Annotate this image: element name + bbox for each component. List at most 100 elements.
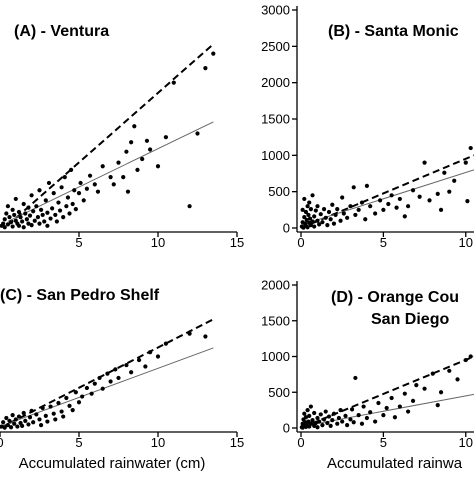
data-point bbox=[452, 178, 457, 183]
data-point bbox=[111, 182, 116, 187]
data-point bbox=[300, 207, 305, 212]
data-point bbox=[340, 195, 345, 200]
data-point bbox=[29, 193, 34, 198]
data-point bbox=[463, 357, 468, 363]
data-point bbox=[105, 371, 110, 376]
data-point bbox=[51, 191, 56, 196]
data-point bbox=[313, 208, 318, 213]
data-point bbox=[31, 209, 36, 214]
data-point bbox=[323, 409, 328, 414]
data-point bbox=[320, 220, 325, 225]
data-point bbox=[394, 205, 399, 210]
data-point bbox=[56, 400, 61, 406]
data-point bbox=[29, 408, 34, 413]
data-point bbox=[148, 147, 153, 152]
data-point bbox=[195, 131, 200, 136]
data-point bbox=[328, 217, 333, 222]
x-tick-label: 15 bbox=[230, 435, 244, 450]
data-point bbox=[203, 334, 208, 339]
y-tick-label: 500 bbox=[268, 184, 290, 199]
data-point bbox=[61, 414, 66, 419]
x-tick-label: 10 bbox=[151, 235, 165, 250]
data-point bbox=[116, 160, 121, 165]
data-point bbox=[405, 409, 411, 414]
data-point bbox=[335, 421, 340, 426]
panel-title: (C) - San Pedro Shelf bbox=[0, 287, 160, 304]
data-point bbox=[26, 422, 31, 427]
data-point bbox=[384, 405, 389, 411]
data-point bbox=[321, 207, 327, 212]
x-tick-label: 5 bbox=[75, 235, 82, 250]
dashed-trend-line bbox=[0, 318, 214, 429]
data-point bbox=[463, 160, 468, 165]
data-point bbox=[163, 135, 168, 140]
data-point bbox=[303, 415, 309, 420]
data-point bbox=[140, 156, 145, 162]
data-point bbox=[368, 204, 373, 209]
data-point bbox=[51, 411, 56, 416]
data-point bbox=[132, 124, 137, 129]
panel-b: 0 5 10 0 500 1000 1500 2000 2500 3000 (B) - Santa … bbox=[261, 3, 474, 250]
data-point bbox=[32, 218, 37, 223]
data-point bbox=[13, 417, 18, 422]
data-point bbox=[310, 193, 315, 198]
data-point bbox=[430, 371, 435, 376]
data-point bbox=[397, 404, 402, 409]
y-tick-label: 1000 bbox=[261, 349, 290, 364]
data-point bbox=[308, 222, 313, 228]
data-point bbox=[34, 412, 39, 417]
data-point bbox=[70, 201, 75, 207]
data-point bbox=[373, 419, 378, 424]
dashed-trend-line bbox=[300, 355, 474, 429]
data-point bbox=[1, 420, 6, 425]
data-point bbox=[65, 195, 71, 200]
data-point bbox=[27, 213, 33, 218]
dashed-trend-line bbox=[300, 154, 474, 229]
data-point bbox=[18, 215, 23, 220]
data-point bbox=[325, 420, 330, 426]
data-point bbox=[37, 417, 42, 422]
data-point bbox=[15, 424, 20, 429]
data-point bbox=[364, 415, 370, 421]
data-point bbox=[89, 391, 94, 396]
data-point bbox=[320, 423, 325, 428]
data-point bbox=[87, 173, 93, 178]
data-point bbox=[129, 370, 134, 375]
data-point bbox=[7, 418, 12, 423]
data-point bbox=[417, 194, 422, 199]
data-point bbox=[389, 395, 394, 401]
data-point bbox=[113, 367, 118, 372]
data-point bbox=[359, 200, 365, 205]
data-point bbox=[465, 199, 470, 204]
data-point bbox=[308, 421, 313, 426]
data-point bbox=[5, 222, 10, 227]
data-point bbox=[389, 193, 394, 198]
data-point bbox=[43, 413, 48, 418]
data-point bbox=[12, 421, 17, 426]
data-point bbox=[203, 66, 208, 71]
data-point bbox=[61, 215, 66, 220]
data-point bbox=[92, 381, 97, 386]
data-point bbox=[8, 425, 14, 430]
data-point bbox=[73, 390, 78, 395]
data-point bbox=[325, 222, 330, 228]
data-point bbox=[326, 209, 332, 215]
data-point bbox=[336, 415, 341, 421]
data-point bbox=[447, 368, 452, 373]
data-point bbox=[187, 331, 192, 336]
data-point bbox=[53, 212, 58, 218]
data-point bbox=[76, 191, 82, 196]
data-point bbox=[376, 400, 381, 406]
panel-a: 5 10 15 (A) - Ventura bbox=[0, 23, 244, 250]
x-tick-label: 10 bbox=[459, 435, 473, 450]
data-point bbox=[21, 201, 26, 207]
data-point bbox=[21, 410, 26, 416]
data-point bbox=[2, 225, 7, 230]
panel-c: 0 5 10 15 (C) - San Pedro Shelf Accumulated r… bbox=[0, 287, 244, 472]
data-point bbox=[29, 222, 34, 228]
data-point bbox=[10, 413, 15, 418]
dashed-trend-line bbox=[7, 43, 214, 226]
solid-trend-line bbox=[0, 347, 214, 428]
data-point bbox=[361, 404, 366, 409]
data-point bbox=[386, 201, 391, 207]
